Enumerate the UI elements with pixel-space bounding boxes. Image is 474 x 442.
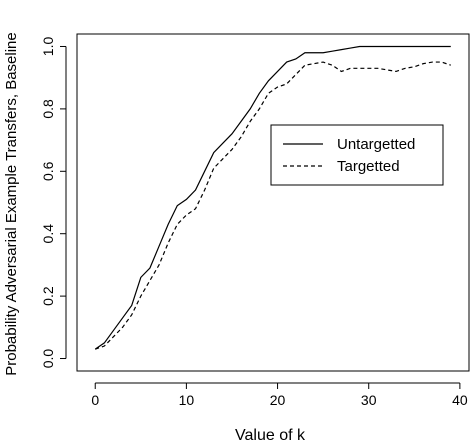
- y-tick-label: 0.0: [40, 349, 56, 369]
- x-tick-label: 20: [270, 392, 286, 408]
- series-line-targetted: [95, 61, 451, 350]
- legend-box: [270, 124, 444, 186]
- y-axis-label: Probability Adversarial Example Transfer…: [3, 32, 20, 376]
- y-tick-label: 0.2: [40, 286, 56, 306]
- legend-label: Targetted: [337, 158, 400, 175]
- plot-frame: [76, 33, 470, 372]
- x-tick-label: 40: [452, 392, 468, 408]
- y-tick-label: 0.6: [40, 161, 56, 181]
- y-axis: 0.0 0.2 0.4 0.6 0.8 1.0: [40, 37, 67, 369]
- x-tick-label: 30: [361, 392, 377, 408]
- x-axis-label: Value of k: [235, 427, 306, 442]
- x-tick-label: 0: [91, 392, 99, 408]
- x-axis: 0 10 20 30 40: [91, 382, 468, 408]
- legend: Untargetted Targetted: [270, 124, 444, 186]
- series-line-untargetted: [94, 45, 451, 350]
- y-tick-label: 0.8: [40, 99, 56, 119]
- x-tick-label: 10: [179, 392, 195, 408]
- y-tick-label: 1.0: [40, 37, 56, 57]
- series-layer: [94, 45, 451, 350]
- legend-label: Untargetted: [337, 136, 415, 153]
- y-tick-label: 0.4: [40, 224, 56, 244]
